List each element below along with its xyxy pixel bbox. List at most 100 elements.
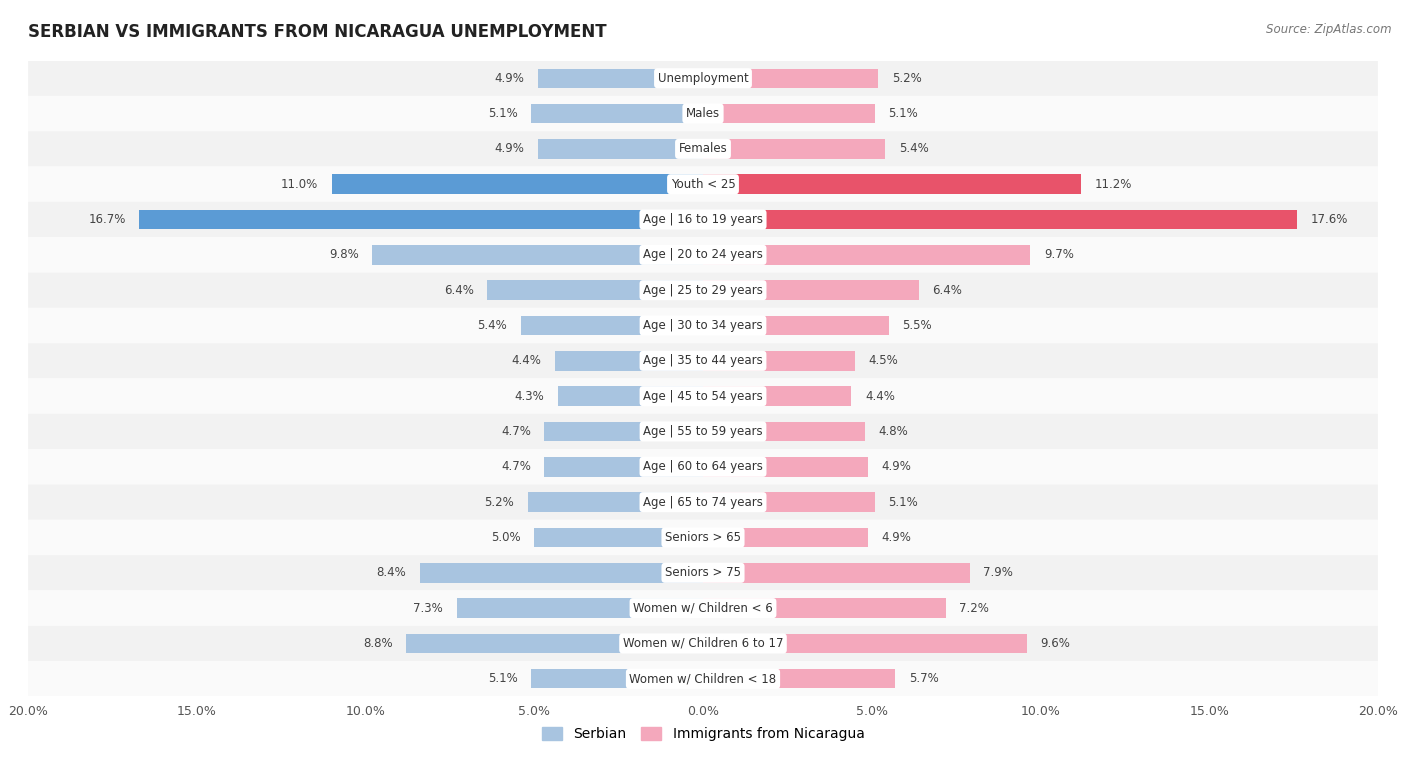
Bar <box>373 245 703 265</box>
Text: 7.9%: 7.9% <box>983 566 1012 579</box>
Bar <box>703 563 970 583</box>
Text: 4.4%: 4.4% <box>512 354 541 367</box>
Text: 4.7%: 4.7% <box>501 460 531 473</box>
Bar <box>554 351 703 371</box>
Bar <box>531 669 703 689</box>
Bar <box>703 634 1026 653</box>
Text: Age | 20 to 24 years: Age | 20 to 24 years <box>643 248 763 261</box>
Text: 9.7%: 9.7% <box>1043 248 1074 261</box>
Bar <box>486 281 703 300</box>
Text: 9.6%: 9.6% <box>1040 637 1070 650</box>
FancyBboxPatch shape <box>28 449 1378 484</box>
Bar <box>703 210 1296 229</box>
FancyBboxPatch shape <box>28 484 1378 520</box>
Text: 5.1%: 5.1% <box>488 107 517 120</box>
Text: 4.9%: 4.9% <box>495 142 524 155</box>
Bar <box>139 210 703 229</box>
Bar <box>703 68 879 88</box>
FancyBboxPatch shape <box>28 590 1378 626</box>
FancyBboxPatch shape <box>28 378 1378 414</box>
Bar <box>419 563 703 583</box>
Text: Age | 55 to 59 years: Age | 55 to 59 years <box>643 425 763 438</box>
Bar <box>703 386 852 406</box>
Bar <box>703 281 920 300</box>
Bar <box>520 316 703 335</box>
Bar <box>703 245 1031 265</box>
Text: Women w/ Children 6 to 17: Women w/ Children 6 to 17 <box>623 637 783 650</box>
Bar <box>558 386 703 406</box>
FancyBboxPatch shape <box>28 555 1378 590</box>
Text: Seniors > 75: Seniors > 75 <box>665 566 741 579</box>
FancyBboxPatch shape <box>28 273 1378 308</box>
Bar <box>703 104 875 123</box>
Text: 4.9%: 4.9% <box>495 72 524 85</box>
Text: 11.2%: 11.2% <box>1094 178 1132 191</box>
Bar <box>703 457 869 477</box>
Text: Unemployment: Unemployment <box>658 72 748 85</box>
Text: 9.8%: 9.8% <box>329 248 359 261</box>
Text: 7.3%: 7.3% <box>413 602 443 615</box>
FancyBboxPatch shape <box>28 202 1378 237</box>
Bar <box>527 493 703 512</box>
FancyBboxPatch shape <box>28 520 1378 555</box>
Bar <box>332 175 703 194</box>
Text: Women w/ Children < 18: Women w/ Children < 18 <box>630 672 776 685</box>
Text: Males: Males <box>686 107 720 120</box>
Text: Age | 35 to 44 years: Age | 35 to 44 years <box>643 354 763 367</box>
Bar <box>703 669 896 689</box>
Bar <box>703 422 865 441</box>
Bar <box>537 68 703 88</box>
Text: 4.5%: 4.5% <box>869 354 898 367</box>
Bar <box>537 139 703 159</box>
Legend: Serbian, Immigrants from Nicaragua: Serbian, Immigrants from Nicaragua <box>536 721 870 746</box>
Text: 5.2%: 5.2% <box>484 496 515 509</box>
Text: 4.4%: 4.4% <box>865 390 894 403</box>
Text: Age | 30 to 34 years: Age | 30 to 34 years <box>643 319 763 332</box>
Bar <box>534 528 703 547</box>
Text: Women w/ Children < 6: Women w/ Children < 6 <box>633 602 773 615</box>
Text: 11.0%: 11.0% <box>281 178 318 191</box>
Bar <box>703 139 886 159</box>
Bar <box>703 175 1081 194</box>
Bar <box>457 598 703 618</box>
FancyBboxPatch shape <box>28 308 1378 343</box>
Text: 5.4%: 5.4% <box>898 142 928 155</box>
Text: 5.1%: 5.1% <box>889 107 918 120</box>
Text: Age | 45 to 54 years: Age | 45 to 54 years <box>643 390 763 403</box>
Text: 5.2%: 5.2% <box>891 72 922 85</box>
Text: Age | 25 to 29 years: Age | 25 to 29 years <box>643 284 763 297</box>
FancyBboxPatch shape <box>28 237 1378 273</box>
FancyBboxPatch shape <box>28 661 1378 696</box>
Text: 6.4%: 6.4% <box>444 284 474 297</box>
Text: 4.7%: 4.7% <box>501 425 531 438</box>
Text: Females: Females <box>679 142 727 155</box>
Text: Age | 16 to 19 years: Age | 16 to 19 years <box>643 213 763 226</box>
Text: 17.6%: 17.6% <box>1310 213 1348 226</box>
Bar <box>703 316 889 335</box>
Text: 5.1%: 5.1% <box>488 672 517 685</box>
FancyBboxPatch shape <box>28 414 1378 449</box>
Text: 4.9%: 4.9% <box>882 531 911 544</box>
FancyBboxPatch shape <box>28 96 1378 131</box>
Text: 5.4%: 5.4% <box>478 319 508 332</box>
Bar <box>703 351 855 371</box>
Text: Age | 65 to 74 years: Age | 65 to 74 years <box>643 496 763 509</box>
Bar <box>406 634 703 653</box>
Text: 4.8%: 4.8% <box>879 425 908 438</box>
Text: SERBIAN VS IMMIGRANTS FROM NICARAGUA UNEMPLOYMENT: SERBIAN VS IMMIGRANTS FROM NICARAGUA UNE… <box>28 23 607 41</box>
Bar <box>703 598 946 618</box>
Text: Age | 60 to 64 years: Age | 60 to 64 years <box>643 460 763 473</box>
Text: 5.7%: 5.7% <box>908 672 939 685</box>
FancyBboxPatch shape <box>28 343 1378 378</box>
Text: 7.2%: 7.2% <box>959 602 990 615</box>
Bar <box>544 422 703 441</box>
Text: 6.4%: 6.4% <box>932 284 962 297</box>
Bar <box>544 457 703 477</box>
Bar <box>531 104 703 123</box>
FancyBboxPatch shape <box>28 167 1378 202</box>
FancyBboxPatch shape <box>28 131 1378 167</box>
Text: 4.9%: 4.9% <box>882 460 911 473</box>
FancyBboxPatch shape <box>28 626 1378 661</box>
Text: 4.3%: 4.3% <box>515 390 544 403</box>
Text: 5.1%: 5.1% <box>889 496 918 509</box>
